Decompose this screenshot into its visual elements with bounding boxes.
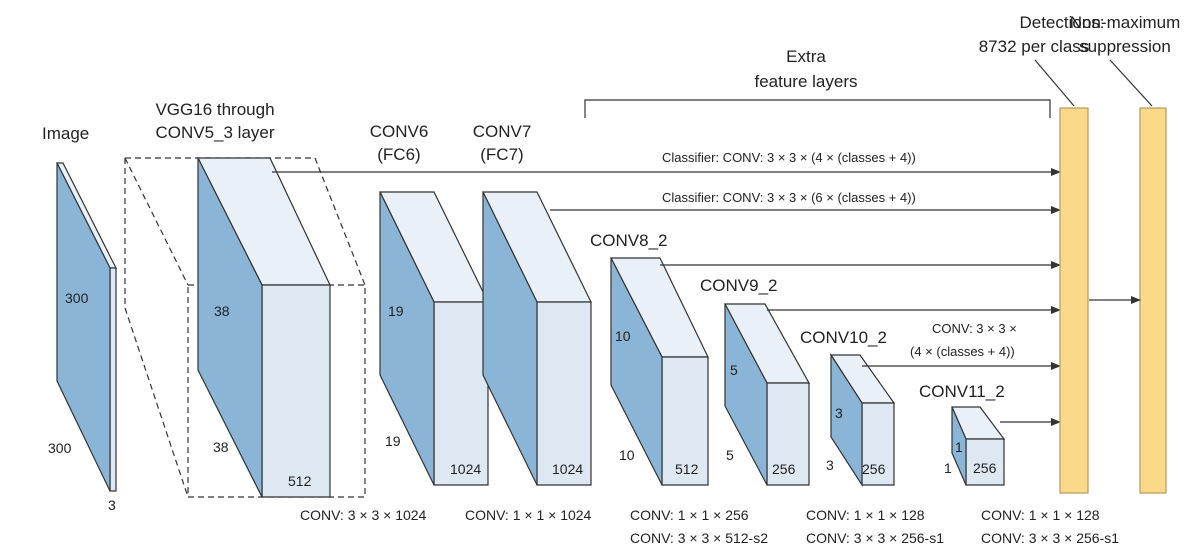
conv9-label: CONV9_2: [700, 276, 777, 295]
conv9-width-label: 5: [726, 447, 734, 463]
image-height-label: 300: [65, 290, 89, 306]
conv10-height-label: 3: [835, 405, 843, 421]
vgg-width-label: 38: [213, 439, 229, 455]
vgg-height-label: 38: [214, 303, 230, 319]
conv6-label-line2: (FC6): [377, 145, 420, 164]
conv8-op-label-b: CONV: 3 × 3 × 512-s2: [630, 530, 768, 546]
conv10-depth-label: 256: [862, 461, 886, 477]
vgg16-block: [197, 157, 331, 498]
classifier-label-1: Classifier: CONV: 3 × 3 × (4 × (classes …: [662, 150, 916, 165]
conv8-depth-label: 512: [675, 461, 699, 477]
conv6-height-label: 19: [388, 303, 404, 319]
conv10-width-label: 3: [826, 457, 834, 473]
conv6-op-label: CONV: 3 × 3 × 1024: [300, 507, 427, 523]
conv10-op-label-b: CONV: 3 × 3 × 256-s1: [981, 530, 1119, 546]
vgg-depth-label: 512: [288, 473, 312, 489]
extra-layers-bracket: [584, 99, 1051, 118]
image-block: [56, 162, 117, 492]
conv7-op-label: CONV: 1 × 1 × 1024: [465, 507, 592, 523]
conv11-depth-label: 256: [973, 460, 997, 476]
vgg-label-line1: VGG16 through: [155, 100, 274, 119]
classifier-label-3-line2: (4 × (classes + 4)): [910, 344, 1015, 359]
conv10-block: [829, 352, 896, 488]
detections-label-line2: 8732 per class: [979, 37, 1090, 56]
vgg-dashed-box: [124, 157, 366, 498]
conv8-width-label: 10: [619, 447, 635, 463]
conv6-label-line1: CONV6: [370, 122, 429, 141]
conv6-block: [379, 191, 489, 486]
conv9-depth-label: 256: [772, 461, 796, 477]
conv8-op-label-a: CONV: 1 × 1 × 256: [630, 507, 749, 523]
conv11-height-label: 1: [955, 439, 963, 455]
conv10-label: CONV10_2: [800, 328, 887, 347]
conv9-height-label: 5: [730, 362, 738, 378]
conv9-block: [724, 303, 811, 486]
conv8-label: CONV8_2: [590, 231, 667, 250]
detections-label-line1: Detections:: [1019, 13, 1104, 32]
detections-bar: [1059, 107, 1089, 494]
conv8-height-label: 10: [615, 328, 631, 344]
extra-label-line2: feature layers: [755, 72, 858, 91]
conv7-label-line2: (FC7): [480, 145, 523, 164]
conv9-op-label-a: CONV: 1 × 1 × 128: [806, 507, 925, 523]
image-width-label: 300: [48, 440, 72, 456]
conv11-block: [951, 406, 1006, 486]
nms-pointer: [1109, 59, 1153, 107]
nms-label-line2: suppression: [1079, 37, 1171, 56]
detections-pointer: [1034, 59, 1075, 107]
conv6-width-label: 19: [385, 433, 401, 449]
conv7-depth-label: 1024: [552, 461, 583, 477]
image-label: Image: [42, 124, 89, 143]
vgg-label-line2: CONV5_3 layer: [155, 123, 274, 142]
image-depth-label: 3: [108, 497, 116, 513]
classifier-label-2: Classifier: CONV: 3 × 3 × (6 × (classes …: [662, 190, 916, 205]
conv9-op-label-b: CONV: 3 × 3 × 256-s1: [806, 530, 944, 546]
conv6-depth-label: 1024: [450, 461, 481, 477]
nms-label-line1: Non-maximum: [1070, 13, 1181, 32]
conv7-label-line1: CONV7: [473, 122, 532, 141]
conv10-op-label-a: CONV: 1 × 1 × 128: [981, 507, 1100, 523]
conv7-block: [482, 191, 592, 486]
extra-label-line1: Extra: [786, 47, 826, 66]
nms-bar: [1139, 107, 1167, 494]
conv11-width-label: 1: [944, 460, 952, 476]
conv11-label: CONV11_2: [919, 382, 1005, 401]
conv8-block: [610, 257, 709, 486]
classifier-label-3-line1: CONV: 3 × 3 ×: [932, 321, 1017, 336]
